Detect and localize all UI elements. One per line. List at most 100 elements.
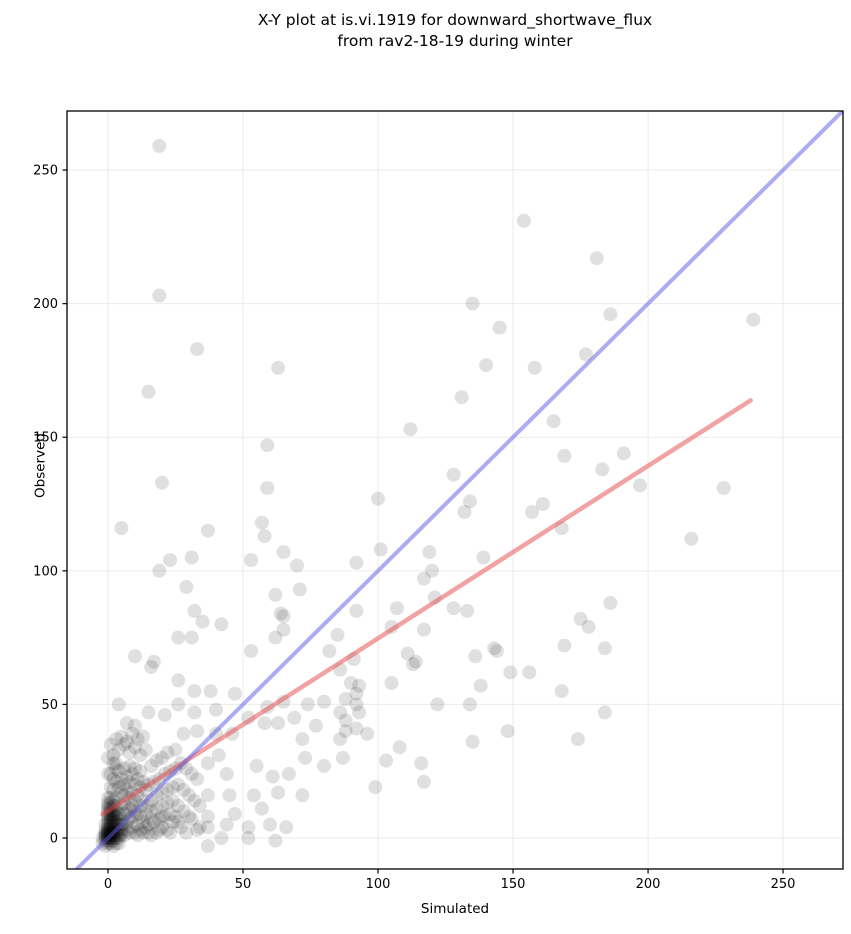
scatter-point xyxy=(144,828,159,843)
scatter-point xyxy=(368,780,383,795)
scatter-point xyxy=(219,817,234,832)
scatter-point xyxy=(182,809,196,824)
scatter-point xyxy=(360,726,375,741)
scatter-point xyxy=(716,481,731,495)
scatter-point xyxy=(144,812,159,827)
scatter-point xyxy=(103,737,118,752)
scatter-point xyxy=(597,641,612,656)
scatter-point xyxy=(535,497,550,511)
scatter-point xyxy=(349,721,364,736)
scatter-point xyxy=(295,788,310,803)
scatter-point xyxy=(173,820,188,835)
scatter-point xyxy=(184,766,199,781)
scatter-point xyxy=(287,710,302,725)
scatter-point xyxy=(109,761,124,776)
scatter-point xyxy=(146,815,161,829)
scatter-point xyxy=(152,563,167,578)
scatter-point xyxy=(141,817,156,832)
scatter-point xyxy=(152,823,167,837)
scatter-point xyxy=(352,705,367,720)
scatter-point xyxy=(163,553,178,568)
scatter-point xyxy=(190,772,205,787)
scatter-point xyxy=(595,462,610,477)
scatter-point xyxy=(130,817,145,832)
scatter-point xyxy=(106,839,121,853)
scatter-point xyxy=(152,288,167,303)
scatter-point xyxy=(190,342,205,357)
scatter-point xyxy=(109,809,124,824)
scatter-point xyxy=(371,491,385,506)
scatter-point xyxy=(633,478,647,493)
scatter-point xyxy=(300,697,315,712)
scatter-point xyxy=(349,697,364,712)
scatter-point xyxy=(146,654,161,669)
scatter-point xyxy=(333,732,348,747)
tick-labels: 0 50 100 150 200 250 0 50 100 150 200 250 xyxy=(33,164,795,892)
y-tick-label: 250 xyxy=(33,164,58,179)
scatter-point xyxy=(344,676,358,690)
scatter-point xyxy=(184,630,199,645)
scatter-point xyxy=(616,446,631,461)
scatter-point xyxy=(111,780,126,795)
scatter-point xyxy=(160,745,175,760)
scatter-point xyxy=(117,828,132,843)
scatter-point xyxy=(179,579,194,594)
y-tick-label: 0 xyxy=(50,832,58,847)
scatter-point xyxy=(187,603,202,618)
scatter-point xyxy=(133,809,148,824)
scatter-point xyxy=(155,475,169,490)
scatter-point xyxy=(292,582,307,597)
scatter-point xyxy=(392,740,407,755)
scatter-point xyxy=(114,521,129,536)
scatter-point xyxy=(106,809,121,824)
scatter-point xyxy=(136,825,151,840)
scatter-point xyxy=(103,780,118,795)
scatter-point xyxy=(125,820,140,835)
scatter-point xyxy=(414,756,429,771)
scatter-point xyxy=(187,705,202,720)
scatter-point xyxy=(581,619,596,634)
scatter-point xyxy=(128,718,142,733)
scatter-point xyxy=(317,694,331,709)
scatter-point xyxy=(149,753,164,768)
scatter-point xyxy=(165,793,180,808)
scatter-point xyxy=(117,761,132,776)
scatter-point xyxy=(114,729,129,744)
scatter-point xyxy=(119,716,134,731)
scatter-point xyxy=(192,798,207,813)
y-tick-label: 50 xyxy=(41,698,58,713)
scatter-point xyxy=(503,665,518,680)
scatter-point xyxy=(155,798,169,813)
scatter-points xyxy=(95,139,761,853)
scatter-point xyxy=(114,772,129,787)
scatter-point xyxy=(257,529,272,544)
scatter-point xyxy=(187,684,202,699)
scatter-point xyxy=(138,742,153,757)
scatter-point xyxy=(746,312,761,327)
scatter-point xyxy=(273,606,288,621)
scatter-point xyxy=(522,665,537,680)
scatter-point xyxy=(152,812,167,827)
scatter-point xyxy=(373,542,388,557)
x-tick-label: 0 xyxy=(104,877,112,892)
scatter-point xyxy=(190,724,205,739)
scatter-point xyxy=(141,384,156,399)
scatter-point xyxy=(122,825,137,840)
scatter-point xyxy=(128,777,142,792)
scatter-point xyxy=(157,708,172,723)
scatter-point xyxy=(349,555,364,570)
scatter-point xyxy=(106,756,121,771)
scatter-point xyxy=(554,684,569,699)
scatter-point xyxy=(454,390,469,405)
scatter-point xyxy=(500,724,515,739)
scatter-point xyxy=(268,833,283,848)
scatter-point xyxy=(403,422,418,437)
scatter-point xyxy=(171,815,186,829)
scatter-point xyxy=(165,780,180,795)
scatter-point xyxy=(195,614,210,629)
scatter-point xyxy=(171,630,186,645)
scatter-point xyxy=(98,823,113,837)
scatter-point xyxy=(171,798,186,813)
scatter-point xyxy=(457,505,472,519)
scatter-point xyxy=(106,812,121,827)
